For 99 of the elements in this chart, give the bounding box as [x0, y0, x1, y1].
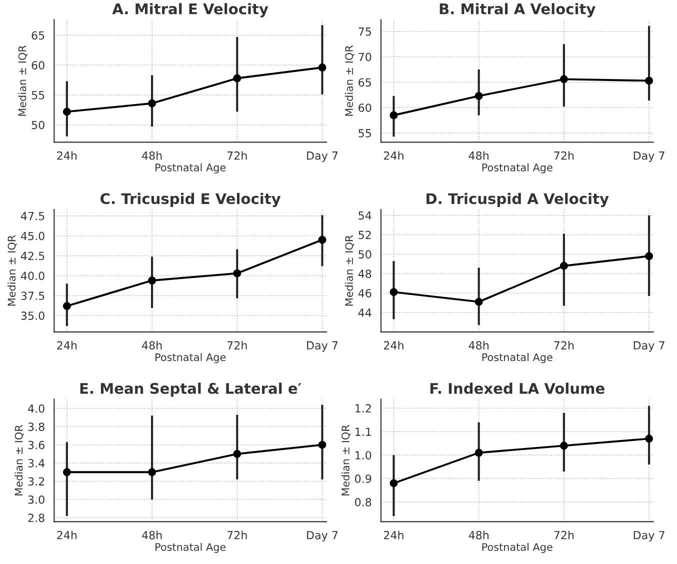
y-tick-label: 45.0 — [20, 232, 44, 240]
x-tick-label: 48h — [468, 340, 488, 350]
x-axis-title: Postnatal Age — [156, 163, 226, 174]
point — [560, 262, 568, 270]
x-axis-title: Postnatal Age — [156, 353, 226, 364]
chart-title: D. Tricuspid A Velocity — [426, 192, 609, 208]
y-tick-label: 1.1 — [355, 428, 371, 436]
x-axis-title: Postnatal Age — [482, 163, 552, 174]
point — [390, 288, 398, 296]
point — [318, 64, 326, 72]
y-tick-label: 3.8 — [28, 422, 44, 431]
point — [318, 236, 326, 244]
y-tick-label: 42.5 — [20, 252, 44, 260]
y-tick-label: 0.8 — [355, 498, 372, 506]
x-tick-label: 72h — [554, 340, 574, 350]
point — [148, 99, 156, 108]
point — [148, 468, 156, 476]
y-tick-label: 3.2 — [28, 477, 44, 486]
point — [390, 111, 398, 120]
chart-title: A. Mitral E Velocity — [112, 3, 268, 18]
x-tick-label: 24h — [384, 530, 404, 540]
y-tick-label: 3.6 — [28, 440, 44, 450]
point — [233, 269, 242, 278]
y-tick-label: 44 — [358, 308, 372, 317]
y-tick-label: 4.0 — [28, 404, 44, 413]
point — [645, 252, 654, 260]
x-tick-label: Day 7 — [307, 531, 338, 542]
point — [62, 302, 71, 310]
y-tick-label: 48 — [358, 270, 372, 278]
x-tick-label: 48h — [468, 151, 488, 160]
x-tick-label: 48h — [468, 530, 488, 540]
x-axis-title: Postnatal Age — [482, 353, 552, 364]
x-tick-label: 48h — [142, 530, 162, 540]
y-axis-title: Median ± IQR — [344, 235, 354, 306]
y-tick-label: 55 — [358, 129, 371, 138]
y-tick-label: 52 — [358, 230, 371, 240]
y-tick-label: 70 — [358, 52, 372, 62]
point — [645, 76, 654, 85]
x-tick-label: 48h — [142, 151, 162, 160]
point — [560, 75, 568, 84]
y-tick-label: 50 — [32, 120, 44, 130]
x-tick-label: Day 7 — [634, 152, 664, 162]
y-tick-label: 60 — [32, 61, 44, 70]
x-tick-label: 72h — [227, 530, 247, 540]
y-axis-title: Median ± IQR — [344, 45, 354, 116]
point — [233, 450, 242, 458]
y-tick-label: 54 — [358, 211, 372, 220]
x-tick-label: 72h — [227, 340, 247, 350]
y-tick-label: 75 — [358, 28, 371, 36]
x-tick-label: Day 7 — [307, 341, 338, 352]
y-tick-label: 40.0 — [20, 272, 44, 280]
y-tick-label: 37.5 — [21, 292, 44, 300]
y-tick-label: 65 — [358, 78, 371, 87]
x-tick-label: 24h — [57, 340, 77, 350]
y-tick-label: 1.0 — [355, 451, 372, 460]
y-axis-title: Median ± IQR — [341, 424, 351, 496]
x-axis-title: Postnatal Age — [156, 542, 226, 553]
y-tick-label: 50 — [358, 250, 372, 259]
y-tick-label: 55 — [32, 91, 44, 100]
chart-title: E. Mean Septal & Lateral e′ — [80, 382, 302, 397]
x-tick-label: 72h — [554, 151, 574, 160]
y-tick-label: 3.4 — [28, 459, 45, 468]
point — [62, 468, 71, 476]
point — [233, 74, 242, 82]
point — [318, 440, 326, 449]
x-tick-label: 24h — [57, 530, 77, 540]
y-tick-label: 65 — [32, 31, 44, 40]
point — [148, 276, 156, 284]
y-tick-label: 35.0 — [21, 312, 44, 320]
y-axis-title: Median ± IQR — [18, 45, 28, 116]
x-tick-label: Day 7 — [307, 152, 338, 162]
x-tick-label: 72h — [554, 530, 574, 540]
x-tick-label: Day 7 — [634, 531, 664, 542]
y-tick-label: 60 — [358, 104, 372, 112]
point — [390, 479, 398, 488]
point — [62, 108, 71, 116]
y-tick-label: 47.5 — [20, 212, 44, 220]
point — [560, 442, 568, 450]
x-axis-title: Postnatal Age — [482, 542, 552, 553]
chart-title: F. Indexed LA Volume — [430, 382, 604, 394]
y-tick-label: 2.8 — [28, 514, 44, 522]
chart-title: B. Mitral A Velocity — [440, 3, 596, 18]
x-tick-label: 24h — [57, 151, 77, 160]
y-tick-label: 46 — [358, 289, 372, 298]
y-axis-title: Median ± IQR — [14, 424, 24, 496]
x-tick-label: 24h — [384, 151, 404, 160]
y-tick-label: 3.0 — [28, 495, 44, 504]
point — [645, 434, 654, 443]
x-tick-label: 72h — [227, 151, 247, 160]
x-tick-label: Day 7 — [634, 341, 664, 352]
x-tick-label: 48h — [142, 340, 162, 350]
chart-title: C. Tricuspid E Velocity — [100, 192, 281, 208]
point — [474, 448, 483, 457]
y-tick-label: 1.2 — [355, 404, 371, 412]
x-tick-label: 24h — [384, 340, 404, 350]
y-tick-label: 0.9 — [355, 474, 372, 483]
point — [474, 298, 483, 306]
y-axis-title: Median ± IQR — [8, 235, 17, 306]
point — [474, 92, 483, 100]
